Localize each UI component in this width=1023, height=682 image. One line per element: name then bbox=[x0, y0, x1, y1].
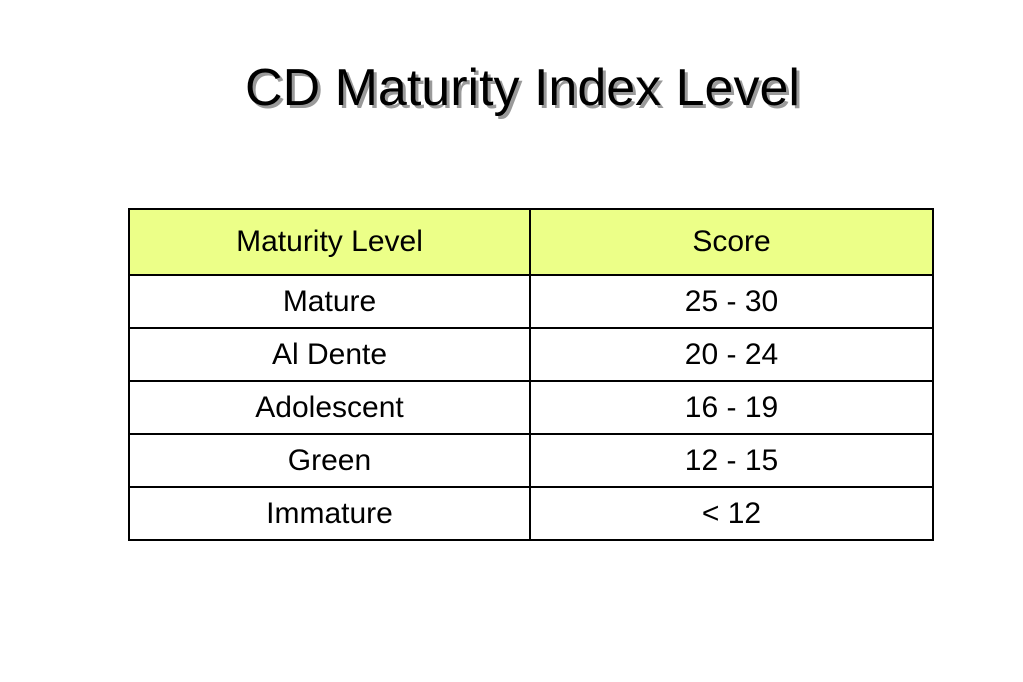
maturity-level-cell: Green bbox=[128, 433, 531, 488]
table-row: Al Dente 20 - 24 bbox=[128, 327, 934, 382]
table-row: Mature 25 - 30 bbox=[128, 274, 934, 329]
maturity-level-cell: Al Dente bbox=[128, 327, 531, 382]
score-cell: 16 - 19 bbox=[529, 380, 934, 435]
maturity-level-cell: Adolescent bbox=[128, 380, 531, 435]
table-row: Immature < 12 bbox=[128, 486, 934, 541]
table-header-row: Maturity Level Score bbox=[128, 208, 934, 276]
column-header-maturity-level: Maturity Level bbox=[128, 208, 531, 276]
score-cell: 25 - 30 bbox=[529, 274, 934, 329]
column-header-score: Score bbox=[529, 208, 934, 276]
page-title: CD Maturity Index Level bbox=[245, 59, 800, 117]
maturity-table: Maturity Level Score Mature 25 - 30 Al D… bbox=[128, 208, 934, 541]
maturity-level-cell: Immature bbox=[128, 486, 531, 541]
score-cell: 12 - 15 bbox=[529, 433, 934, 488]
table-row: Green 12 - 15 bbox=[128, 433, 934, 488]
score-cell: 20 - 24 bbox=[529, 327, 934, 382]
table-row: Adolescent 16 - 19 bbox=[128, 380, 934, 435]
maturity-level-cell: Mature bbox=[128, 274, 531, 329]
score-cell: < 12 bbox=[529, 486, 934, 541]
